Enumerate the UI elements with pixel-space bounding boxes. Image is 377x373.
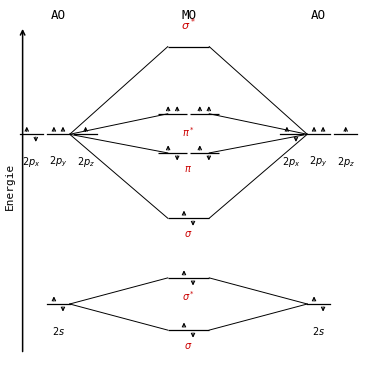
Text: Energie: Energie — [5, 163, 14, 210]
Text: AO: AO — [311, 9, 326, 22]
Text: $\sigma$: $\sigma$ — [184, 341, 193, 351]
Text: $2p_x$: $2p_x$ — [22, 155, 40, 169]
Text: $2s$: $2s$ — [312, 325, 325, 336]
Text: AO: AO — [51, 9, 66, 22]
Text: $\sigma$: $\sigma$ — [184, 229, 193, 239]
Text: $2s$: $2s$ — [52, 325, 65, 336]
Text: $2p_z$: $2p_z$ — [77, 155, 95, 169]
Text: $2p_x$: $2p_x$ — [282, 155, 300, 169]
Text: $2p_z$: $2p_z$ — [337, 155, 355, 169]
Text: $2p_y$: $2p_y$ — [49, 155, 67, 169]
Text: $2p_y$: $2p_y$ — [310, 155, 328, 169]
Text: $\sigma^*$: $\sigma^*$ — [181, 17, 196, 34]
Text: MO: MO — [181, 9, 196, 22]
Text: $\pi$: $\pi$ — [184, 164, 193, 174]
Text: $\pi^*$: $\pi^*$ — [182, 125, 195, 139]
Text: $\sigma^*$: $\sigma^*$ — [182, 289, 195, 303]
